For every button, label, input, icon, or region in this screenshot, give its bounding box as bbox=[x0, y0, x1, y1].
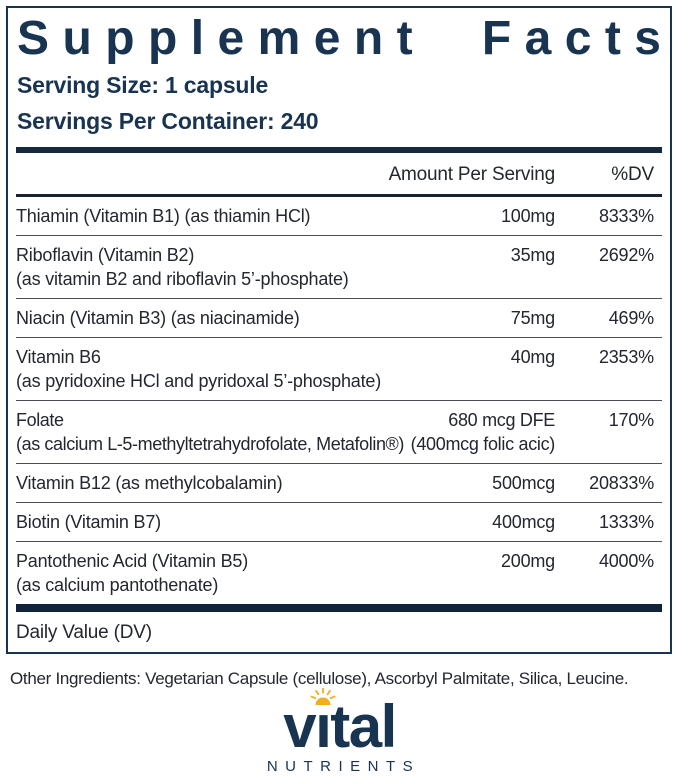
nutrient-name: Riboflavin (Vitamin B2) bbox=[16, 245, 195, 266]
table-row-thiamin: Thiamin (Vitamin B1) (as thiamin HCl) 10… bbox=[16, 197, 662, 235]
header-dv-label: %DV bbox=[611, 163, 654, 185]
nutrient-amount: 35mg bbox=[510, 245, 555, 266]
supplement-facts-panel: Supplement Facts Serving Size: 1 capsule… bbox=[6, 6, 672, 654]
other-ingredients-text: Other Ingredients: Vegetarian Capsule (c… bbox=[10, 669, 629, 688]
nutrient-name-detail: (as calcium L-5-methyltetrahydrofolate, … bbox=[16, 434, 405, 455]
nutrient-amount: 100mg bbox=[500, 206, 555, 227]
servings-per-container-line: Servings Per Container: 240 bbox=[17, 108, 319, 135]
table-row-vitamin-b12: Vitamin B12 (as methylcobalamin) 500mcg … bbox=[16, 463, 662, 502]
nutrient-name: Niacin (Vitamin B3) (as niacinamide) bbox=[16, 308, 300, 329]
brand-wordmark-i: ı bbox=[310, 687, 336, 757]
nutrient-amount: 40mg bbox=[510, 347, 555, 368]
nutrient-name: Folate bbox=[16, 410, 64, 431]
nutrient-name: Thiamin (Vitamin B1) (as thiamin HCl) bbox=[16, 206, 311, 227]
nutrient-dv: 1333% bbox=[598, 512, 654, 533]
divider-thick-top bbox=[16, 146, 662, 153]
nutrient-name: Vitamin B12 (as methylcobalamin) bbox=[16, 473, 283, 494]
nutrient-dv: 2692% bbox=[598, 245, 654, 266]
table-row-biotin: Biotin (Vitamin B7) 400mcg 1333% bbox=[16, 502, 662, 541]
table-header: Amount Per Serving %DV bbox=[16, 153, 662, 194]
brand-wordmark-v: v bbox=[283, 693, 316, 760]
table-row-niacin: Niacin (Vitamin B3) (as niacinamide) 75m… bbox=[16, 298, 662, 337]
nutrient-name: Vitamin B6 bbox=[16, 347, 101, 368]
nutrient-amount: 500mcg bbox=[492, 473, 555, 494]
table-row-riboflavin: Riboflavin (Vitamin B2) (as vitamin B2 a… bbox=[16, 235, 662, 298]
table-row-pantothenic-acid: Pantothenic Acid (Vitamin B5) (as calciu… bbox=[16, 541, 662, 604]
nutrient-dv: 4000% bbox=[598, 551, 654, 572]
table-row-vitamin-b6: Vitamin B6 (as pyridoxine HCl and pyrido… bbox=[16, 337, 662, 400]
brand-wordmark-tal: tal bbox=[330, 693, 397, 760]
nutrient-name-detail: (as vitamin B2 and riboflavin 5’-phospha… bbox=[16, 269, 349, 290]
brand-subtext: NUTRIENTS bbox=[266, 758, 421, 775]
panel-title-word-1: Supplement bbox=[17, 12, 427, 65]
header-amount-label: Amount Per Serving bbox=[388, 163, 556, 185]
daily-value-footnote: Daily Value (DV) bbox=[16, 622, 152, 644]
nutrient-amount: 200mg bbox=[500, 551, 555, 572]
panel-title: Supplement Facts bbox=[17, 12, 661, 65]
nutrient-dv: 20833% bbox=[589, 473, 654, 494]
nutrient-amount: 400mcg bbox=[492, 512, 555, 533]
divider-header bbox=[16, 193, 662, 198]
nutrient-dv: 469% bbox=[608, 308, 654, 329]
nutrient-dv: 2353% bbox=[598, 347, 654, 368]
brand-wordmark: v ıtal bbox=[283, 687, 397, 757]
nutrient-amount-detail: (400mcg folic acic) bbox=[410, 434, 556, 455]
table-row-folate: Folate (as calcium L-5-methyltetrahydrof… bbox=[16, 400, 662, 463]
sun-icon bbox=[310, 655, 336, 715]
nutrient-name: Pantothenic Acid (Vitamin B5) bbox=[16, 551, 248, 572]
nutrient-amount: 75mg bbox=[510, 308, 555, 329]
nutrient-name-detail: (as calcium pantothenate) bbox=[16, 575, 219, 596]
panel-title-word-2: Facts bbox=[481, 12, 675, 65]
nutrient-name-detail: (as pyridoxine HCl and pyridoxal 5’-phos… bbox=[16, 371, 381, 392]
nutrient-dv: 170% bbox=[608, 410, 654, 431]
nutrient-table: Thiamin (Vitamin B1) (as thiamin HCl) 10… bbox=[16, 197, 662, 604]
nutrient-name: Biotin (Vitamin B7) bbox=[16, 512, 161, 533]
brand-logo: v ıtal NUTRIENTS bbox=[0, 687, 679, 775]
divider-thick-bottom bbox=[16, 604, 662, 613]
nutrient-amount: 680 mcg DFE bbox=[448, 410, 555, 431]
nutrient-dv: 8333% bbox=[598, 206, 654, 227]
serving-size-line: Serving Size: 1 capsule bbox=[17, 72, 269, 99]
